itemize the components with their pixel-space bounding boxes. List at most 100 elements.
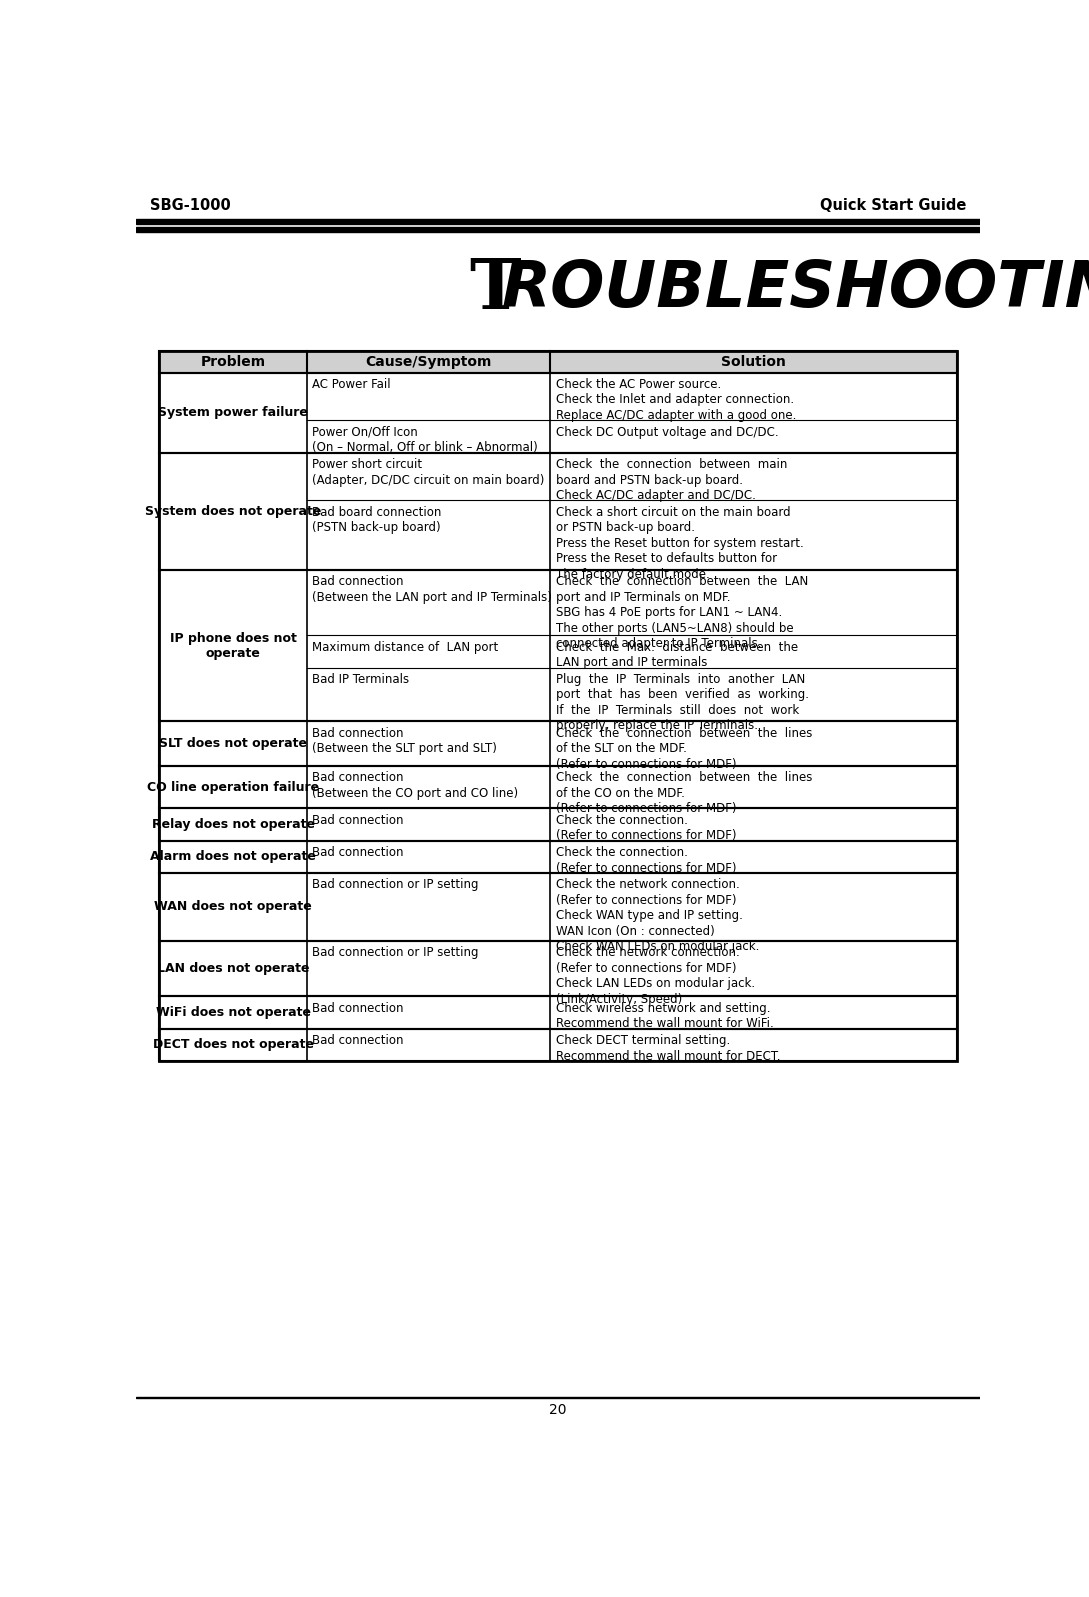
Bar: [159, 767, 957, 808]
Text: Check the network connection.
(Refer to connections for MDF)
Check LAN LEDs on m: Check the network connection. (Refer to …: [555, 947, 755, 1006]
Bar: [159, 808, 957, 840]
Text: Check  the  connection  between  the  lines
of the CO on the MDF.
(Refer to conn: Check the connection between the lines o…: [555, 771, 812, 816]
Bar: [307, 808, 550, 840]
Text: Check  the  connection  between  the  lines
of the SLT on the MDF.
(Refer to con: Check the connection between the lines o…: [555, 727, 812, 771]
Text: Relay does not operate: Relay does not operate: [151, 818, 315, 830]
Bar: [307, 722, 550, 767]
Bar: [550, 500, 957, 570]
Text: Check DC Output voltage and DC/DC.: Check DC Output voltage and DC/DC.: [555, 426, 779, 439]
Bar: [159, 351, 957, 372]
Text: Plug  the  IP  Terminals  into  another  LAN
port  that  has  been  verified  as: Plug the IP Terminals into another LAN p…: [555, 672, 808, 733]
Bar: [159, 452, 957, 570]
Bar: [307, 941, 550, 997]
Text: Power On/Off Icon
(On – Normal, Off or blink – Abnormal): Power On/Off Icon (On – Normal, Off or b…: [313, 426, 538, 454]
Bar: [159, 570, 307, 722]
Bar: [159, 874, 307, 941]
Text: Check the network connection.
(Refer to connections for MDF)
Check WAN type and : Check the network connection. (Refer to …: [555, 878, 759, 953]
Bar: [550, 570, 957, 636]
Bar: [159, 570, 957, 722]
Bar: [550, 997, 957, 1028]
Bar: [550, 420, 957, 452]
Bar: [159, 997, 307, 1028]
Text: AC Power Fail: AC Power Fail: [313, 378, 391, 391]
Text: Check  the  connection  between  main
board and PSTN back-up board.
Check AC/DC : Check the connection between main board …: [555, 458, 787, 501]
Bar: [550, 874, 957, 941]
Bar: [159, 1028, 957, 1060]
Bar: [159, 351, 957, 372]
Text: SLT does not operate: SLT does not operate: [159, 738, 307, 751]
Text: Check DECT terminal setting.
Recommend the wall mount for DECT.: Check DECT terminal setting. Recommend t…: [555, 1033, 780, 1062]
Text: T: T: [469, 256, 522, 323]
Text: DECT does not operate: DECT does not operate: [152, 1038, 314, 1051]
Text: ROUBLESHOOTING: ROUBLESHOOTING: [502, 259, 1089, 321]
Bar: [159, 452, 307, 570]
Bar: [307, 570, 550, 636]
Text: CO line operation failure: CO line operation failure: [147, 781, 319, 794]
Text: Bad connection: Bad connection: [313, 1001, 404, 1014]
Bar: [307, 636, 550, 668]
Bar: [136, 227, 980, 232]
Bar: [159, 722, 307, 767]
Text: Problem: Problem: [200, 355, 266, 369]
Bar: [159, 840, 957, 874]
Bar: [159, 1028, 307, 1060]
Text: Quick Start Guide: Quick Start Guide: [820, 198, 966, 214]
Text: Bad connection
(Between the LAN port and IP Terminals): Bad connection (Between the LAN port and…: [313, 575, 552, 604]
Text: System does not operate: System does not operate: [145, 505, 321, 517]
Bar: [159, 874, 957, 941]
Bar: [159, 372, 307, 452]
Bar: [550, 808, 957, 840]
Bar: [136, 219, 980, 224]
Bar: [307, 840, 550, 874]
Bar: [159, 351, 957, 1060]
Bar: [307, 997, 550, 1028]
Text: SBG-1000: SBG-1000: [150, 198, 231, 214]
Text: Check  the  connection  between  the  LAN
port and IP Terminals on MDF.
SBG has : Check the connection between the LAN por…: [555, 575, 808, 650]
Bar: [307, 767, 550, 808]
Text: Cause/Symptom: Cause/Symptom: [365, 355, 492, 369]
Bar: [550, 668, 957, 722]
Text: Bad connection
(Between the SLT port and SLT): Bad connection (Between the SLT port and…: [313, 727, 498, 755]
Bar: [550, 722, 957, 767]
Bar: [159, 941, 307, 997]
Text: Bad connection or IP setting: Bad connection or IP setting: [313, 878, 479, 891]
Bar: [159, 941, 957, 997]
Bar: [550, 840, 957, 874]
Text: Bad connection
(Between the CO port and CO line): Bad connection (Between the CO port and …: [313, 771, 518, 800]
Text: Check a short circuit on the main board
or PSTN back-up board.
Press the Reset b: Check a short circuit on the main board …: [555, 506, 804, 581]
Text: Maximum distance of  LAN port: Maximum distance of LAN port: [313, 640, 499, 653]
Bar: [550, 941, 957, 997]
Text: Bad board connection
(PSTN back-up board): Bad board connection (PSTN back-up board…: [313, 506, 442, 535]
Bar: [307, 372, 550, 420]
Text: Check the AC Power source.
Check the Inlet and adapter connection.
Replace AC/DC: Check the AC Power source. Check the Inl…: [555, 378, 796, 422]
Text: LAN does not operate: LAN does not operate: [157, 961, 309, 976]
Text: Bad connection: Bad connection: [313, 1033, 404, 1048]
Text: Bad IP Terminals: Bad IP Terminals: [313, 672, 409, 685]
Bar: [550, 452, 957, 500]
Bar: [550, 767, 957, 808]
Text: Check the connection.
(Refer to connections for MDF): Check the connection. (Refer to connecti…: [555, 814, 736, 842]
Bar: [307, 1028, 550, 1060]
Bar: [307, 420, 550, 452]
Bar: [159, 372, 957, 452]
Bar: [159, 722, 957, 767]
Text: Bad connection or IP setting: Bad connection or IP setting: [313, 947, 479, 960]
Text: System power failure: System power failure: [158, 406, 308, 418]
Bar: [550, 1028, 957, 1060]
Text: 20: 20: [549, 1402, 567, 1417]
Bar: [307, 668, 550, 722]
Text: Solution: Solution: [721, 355, 786, 369]
Bar: [159, 808, 307, 840]
Text: Bad connection: Bad connection: [313, 814, 404, 827]
Bar: [550, 636, 957, 668]
Text: Check the connection.
(Refer to connections for MDF): Check the connection. (Refer to connecti…: [555, 846, 736, 875]
Text: IP phone does not
operate: IP phone does not operate: [170, 631, 296, 660]
Bar: [307, 874, 550, 941]
Bar: [307, 500, 550, 570]
Bar: [159, 840, 307, 874]
Bar: [159, 767, 307, 808]
Text: WiFi does not operate: WiFi does not operate: [156, 1006, 310, 1019]
Text: Bad connection: Bad connection: [313, 846, 404, 859]
Text: Power short circuit
(Adapter, DC/DC circuit on main board): Power short circuit (Adapter, DC/DC circ…: [313, 458, 544, 487]
Text: Check  the  Max.  distance  between  the
LAN port and IP terminals: Check the Max. distance between the LAN …: [555, 640, 797, 669]
